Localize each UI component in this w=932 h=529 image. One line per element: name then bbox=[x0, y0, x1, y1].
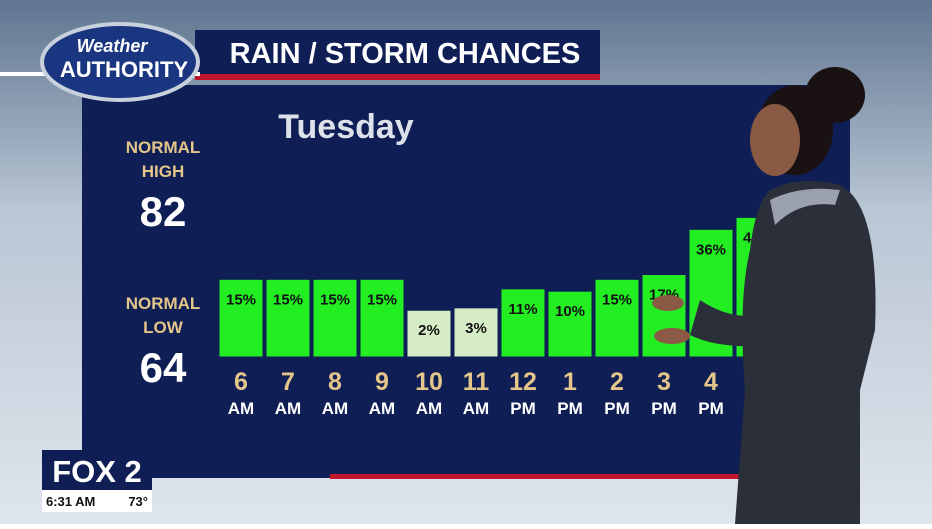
value-label: 15% bbox=[367, 291, 397, 308]
bar bbox=[265, 278, 311, 358]
presenter-hand bbox=[654, 328, 690, 344]
logo-text: Weather bbox=[77, 36, 149, 56]
station-temperature: 73° bbox=[128, 494, 148, 509]
x-tick-sublabel: PM bbox=[557, 399, 583, 418]
value-label: 36% bbox=[696, 241, 726, 258]
presenter-hand bbox=[652, 295, 684, 311]
x-tick-label: 2 bbox=[610, 368, 624, 396]
bar bbox=[359, 278, 405, 358]
x-tick-label: 7 bbox=[281, 368, 295, 396]
presenter-collar bbox=[770, 188, 840, 225]
value-label: 10% bbox=[555, 303, 585, 320]
value-label: 3% bbox=[465, 320, 487, 337]
normal-label: NORMAL bbox=[126, 294, 201, 313]
bar bbox=[547, 290, 593, 358]
station-box bbox=[42, 450, 152, 490]
x-tick-sublabel: PM bbox=[510, 399, 536, 418]
x-tick-sublabel: AM bbox=[322, 399, 348, 418]
title-bar bbox=[195, 30, 600, 76]
value-label: 15% bbox=[273, 291, 303, 308]
x-tick-sublabel: AM bbox=[228, 399, 254, 418]
x-tick-label: 1 bbox=[563, 368, 577, 396]
value-label: 15% bbox=[320, 291, 350, 308]
x-tick-label: 10 bbox=[415, 368, 443, 396]
value-label: 15% bbox=[226, 291, 256, 308]
station-name: FOX 2 bbox=[52, 454, 142, 489]
presenter bbox=[652, 67, 876, 524]
station-time: 6:31 AM bbox=[46, 494, 95, 509]
value-label: 15% bbox=[602, 291, 632, 308]
x-tick-label: 4 bbox=[704, 368, 718, 396]
station-info-box bbox=[42, 490, 152, 512]
panel-accent bbox=[330, 474, 850, 479]
normal-value: 82 bbox=[140, 188, 187, 235]
bar bbox=[312, 278, 358, 358]
x-tick-label: 6 bbox=[234, 368, 248, 396]
x-tick-sublabel: AM bbox=[275, 399, 301, 418]
presenter-arm bbox=[690, 300, 775, 347]
normal-value: 64 bbox=[140, 344, 187, 391]
bar bbox=[218, 278, 264, 358]
logo-text: AUTHORITY bbox=[60, 57, 189, 82]
presenter-body bbox=[735, 181, 876, 524]
value-label: 2% bbox=[418, 322, 440, 339]
presenter-face bbox=[750, 104, 800, 176]
bar bbox=[453, 307, 499, 358]
x-tick-label: 9 bbox=[375, 368, 389, 396]
bar bbox=[500, 288, 546, 358]
logo bbox=[40, 22, 200, 102]
x-tick-label: 12 bbox=[509, 368, 537, 396]
x-tick-sublabel: AM bbox=[416, 399, 442, 418]
bar bbox=[594, 278, 640, 358]
title-underline bbox=[195, 74, 600, 80]
x-tick-sublabel: PM bbox=[651, 399, 677, 418]
x-tick-sublabel: AM bbox=[463, 399, 489, 418]
x-tick-sublabel: AM bbox=[369, 399, 395, 418]
x-tick-sublabel: PM bbox=[698, 399, 724, 418]
x-tick-label: 11 bbox=[463, 368, 490, 396]
bar bbox=[406, 309, 452, 358]
normal-label: NORMAL bbox=[126, 138, 201, 157]
x-tick-label: 3 bbox=[657, 368, 671, 396]
x-tick-label: 8 bbox=[328, 368, 342, 396]
chart-title: RAIN / STORM CHANCES bbox=[230, 38, 581, 70]
normal-label: HIGH bbox=[142, 162, 185, 181]
chart-subtitle: Tuesday bbox=[278, 108, 414, 146]
value-label: 11% bbox=[508, 301, 537, 318]
normal-label: LOW bbox=[143, 318, 184, 337]
x-tick-sublabel: PM bbox=[604, 399, 630, 418]
